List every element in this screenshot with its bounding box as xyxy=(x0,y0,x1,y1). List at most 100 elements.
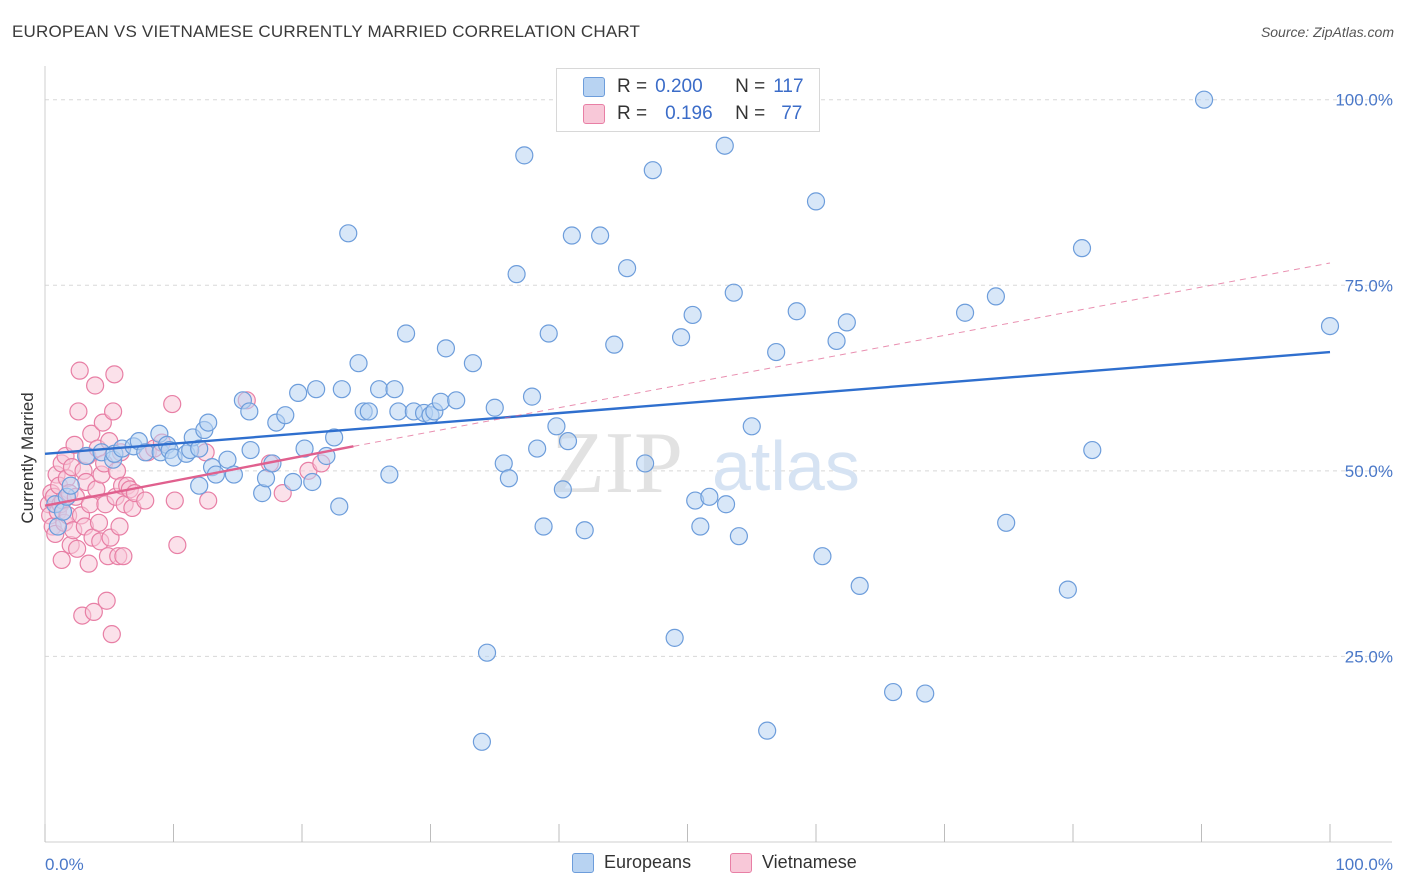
european-point xyxy=(447,391,466,410)
european-point xyxy=(241,440,260,460)
european-point xyxy=(767,342,786,362)
vietnamese-point xyxy=(165,491,184,510)
europeans-trend-line xyxy=(44,350,1331,455)
vietnamese-point xyxy=(114,547,133,566)
european-point xyxy=(295,439,314,458)
vietnamese-r-label: R = xyxy=(617,103,648,124)
european-point xyxy=(562,226,581,245)
european-point xyxy=(539,324,558,343)
european-point xyxy=(671,328,691,347)
european-point xyxy=(683,305,702,325)
vietnamese-point xyxy=(70,361,89,380)
european-point xyxy=(691,517,710,536)
european-point xyxy=(1320,316,1340,336)
european-point xyxy=(349,354,368,373)
legend-vietnamese-label: Vietnamese xyxy=(762,852,857,872)
european-point xyxy=(515,146,534,165)
vietnamese-point xyxy=(163,394,182,414)
legend-row-vietnamese: R = 0.196 N = 77 xyxy=(583,102,802,126)
watermark-zip: ZIP xyxy=(551,415,683,512)
vietnamese-point xyxy=(97,591,116,610)
european-point xyxy=(715,136,734,155)
vietnamese-n-label: N = xyxy=(735,103,766,124)
european-point xyxy=(1194,90,1214,109)
vietnamese-point xyxy=(79,554,98,573)
european-point xyxy=(276,406,295,425)
european-point xyxy=(190,439,209,458)
trend-lines xyxy=(44,262,1331,507)
european-point xyxy=(190,476,209,495)
european-point xyxy=(436,339,456,358)
european-point xyxy=(618,259,637,278)
european-point xyxy=(53,502,73,521)
european-point xyxy=(325,428,344,447)
european-point xyxy=(359,402,378,421)
european-point xyxy=(558,432,578,451)
european-point xyxy=(61,476,80,495)
european-point xyxy=(605,335,624,354)
european-point xyxy=(643,161,662,180)
legend-item-europeans: Europeans xyxy=(572,852,691,873)
european-point xyxy=(729,527,749,546)
vietnamese-trend-extension xyxy=(353,262,1331,447)
european-point xyxy=(528,439,547,458)
european-point xyxy=(389,402,408,421)
european-point xyxy=(850,576,869,596)
watermark: ZIP atlas xyxy=(551,415,860,512)
vietnamese-swatch xyxy=(583,104,605,124)
european-point xyxy=(883,682,903,702)
y-axis-label: Currently Married xyxy=(18,392,37,523)
european-point xyxy=(758,721,777,740)
legend-vietnamese-swatch xyxy=(730,852,752,873)
chart-title: EUROPEAN VS VIETNAMESE CURRENTLY MARRIED… xyxy=(12,22,641,41)
x-tick-label: 100.0% xyxy=(1335,855,1393,874)
legend-item-vietnamese: Vietnamese xyxy=(730,852,857,873)
legend-row-europeans: R = 0.200 N = 117 xyxy=(583,75,804,99)
european-point xyxy=(396,324,416,343)
european-point xyxy=(837,313,856,332)
european-point xyxy=(499,469,518,488)
vietnamese-point xyxy=(86,376,105,395)
vietnamese-point xyxy=(168,535,187,555)
european-point xyxy=(283,472,303,492)
vietnamese-trend-line xyxy=(44,445,354,507)
vietnamese-point xyxy=(84,602,103,621)
legend-europeans-swatch xyxy=(572,852,594,873)
european-point xyxy=(339,224,358,243)
european-point xyxy=(380,465,399,484)
european-point xyxy=(370,380,389,399)
y-tick-label: 100.0% xyxy=(1335,91,1393,110)
europeans-swatch xyxy=(583,77,605,97)
european-point xyxy=(916,684,935,703)
european-point xyxy=(700,487,719,506)
european-point xyxy=(385,380,404,399)
vietnamese-r-value: 0.196 xyxy=(665,103,713,124)
european-point xyxy=(724,283,743,302)
correlation-legend: R = 0.200 N = 117 R = 0.196 N = 77 xyxy=(556,68,820,132)
vietnamese-point xyxy=(68,539,87,558)
european-point xyxy=(307,380,326,399)
europeans-r-label: R = xyxy=(617,76,648,97)
vietnamese-n-value: 77 xyxy=(781,103,803,124)
european-point xyxy=(955,303,975,322)
european-point xyxy=(463,354,483,373)
european-point xyxy=(813,547,832,566)
y-tick-label: 75.0% xyxy=(1345,276,1393,295)
european-points xyxy=(46,90,1340,751)
european-point xyxy=(303,472,322,492)
european-point xyxy=(1083,440,1102,460)
european-point xyxy=(477,643,497,662)
watermark-atlas: atlas xyxy=(712,427,860,505)
vietnamese-point xyxy=(104,402,123,421)
gridlines xyxy=(45,99,1392,657)
european-point xyxy=(806,192,826,211)
european-point xyxy=(507,265,526,284)
vietnamese-point xyxy=(93,413,112,432)
european-point xyxy=(635,454,655,473)
vietnamese-point xyxy=(199,491,218,510)
european-point xyxy=(289,383,308,403)
european-point xyxy=(827,331,846,351)
european-point xyxy=(716,495,736,514)
european-point xyxy=(665,628,684,647)
